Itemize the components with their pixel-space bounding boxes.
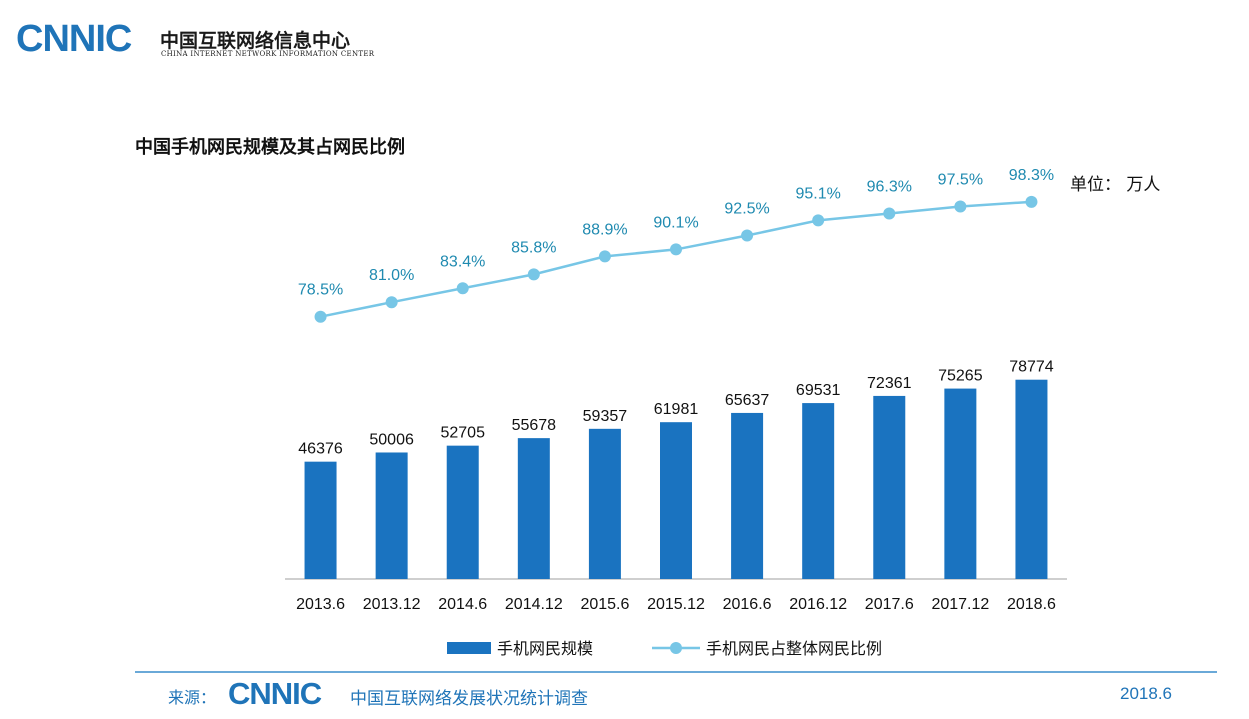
- bar-value-label: 52705: [440, 425, 485, 442]
- report-date: 2018.6: [1120, 684, 1172, 703]
- ratio-value-label: 98.3%: [1009, 167, 1054, 184]
- bar: [660, 422, 692, 579]
- x-tick-label: 2013.6: [296, 596, 345, 613]
- ratio-point: [527, 268, 540, 281]
- chart-title: 中国手机网民规模及其占网民比例: [135, 137, 405, 158]
- ratio-value-label: 83.4%: [440, 253, 485, 270]
- ratio-value-label: 85.8%: [511, 239, 556, 256]
- footer-divider: [135, 671, 1217, 673]
- x-tick-label: 2017.12: [931, 596, 989, 613]
- bar-value-label: 50006: [369, 431, 414, 448]
- ratio-value-label: 90.1%: [653, 214, 698, 231]
- ratio-value-label: 81.0%: [369, 267, 414, 284]
- ratio-value-label: 88.9%: [582, 221, 627, 238]
- org-name-english: CHINA INTERNET NETWORK INFORMATION CENTE…: [161, 50, 375, 58]
- bar: [731, 412, 764, 579]
- x-tick-label: 2015.12: [647, 596, 705, 613]
- x-tick-label: 2014.6: [438, 596, 487, 613]
- bar: [588, 428, 621, 579]
- bar-value-label: 59357: [583, 408, 628, 425]
- ratio-value-label: 78.5%: [298, 282, 343, 299]
- x-tick-label: 2016.6: [723, 596, 772, 613]
- ratio-value-label: 96.3%: [867, 178, 912, 195]
- bar-value-label: 55678: [512, 417, 557, 434]
- cnnic-logo: CNNIC: [16, 18, 132, 60]
- ratio-point: [670, 243, 682, 256]
- x-tick-label: 2016.12: [789, 596, 847, 613]
- x-tick-label: 2018.6: [1007, 596, 1056, 613]
- ratio-value-label: 97.5%: [938, 172, 983, 189]
- ratio-point: [812, 214, 825, 227]
- bar-value-label: 69531: [796, 382, 841, 399]
- ratio-point: [456, 282, 469, 295]
- bar: [375, 452, 408, 579]
- ratio-point: [314, 310, 327, 323]
- bar-value-label: 65637: [725, 392, 770, 409]
- bar: [446, 445, 479, 579]
- source-label: 来源：: [168, 688, 217, 707]
- bar-value-label: 78774: [1009, 359, 1054, 376]
- unit-label: 单位： 万人: [1070, 175, 1161, 195]
- bar: [1015, 379, 1048, 579]
- bar-value-label: 61981: [654, 401, 699, 418]
- bar-value-label: 72361: [867, 375, 912, 392]
- legend-bar-label: 手机网民规模: [497, 639, 593, 658]
- x-tick-label: 2013.12: [363, 596, 421, 613]
- source-text: 中国互联网络发展状况统计调查: [350, 689, 588, 709]
- org-name: 中国互联网络信息中心: [160, 30, 351, 52]
- bar-value-label: 46376: [298, 441, 343, 458]
- x-tick-label: 2015.6: [580, 596, 629, 613]
- x-tick-label: 2014.12: [505, 596, 563, 613]
- ratio-point: [598, 250, 611, 263]
- legend-line-label: 手机网民占整体网民比例: [706, 639, 882, 658]
- ratio-value-label: 95.1%: [795, 185, 840, 202]
- ratio-point: [954, 200, 967, 213]
- ratio-point: [1025, 195, 1038, 208]
- bar: [304, 461, 337, 579]
- bar: [517, 438, 550, 579]
- bar: [802, 403, 835, 579]
- legend-bar-swatch: [447, 642, 491, 654]
- bar: [944, 388, 977, 579]
- x-tick-label: 2017.6: [865, 596, 914, 613]
- ratio-value-label: 92.5%: [724, 201, 769, 218]
- bar: [873, 395, 906, 579]
- footer-cnnic-logo: CNNIC: [228, 676, 322, 711]
- bar-value-label: 75265: [938, 368, 983, 385]
- ratio-point: [385, 296, 398, 309]
- ratio-point: [741, 229, 754, 242]
- legend-line-marker: [670, 642, 682, 654]
- ratio-point: [883, 207, 896, 220]
